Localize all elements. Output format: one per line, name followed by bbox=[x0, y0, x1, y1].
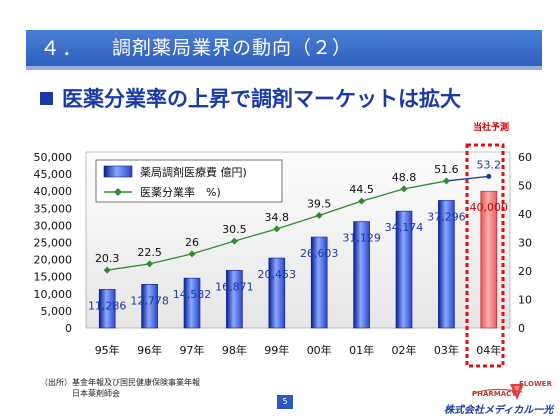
header-underline bbox=[26, 66, 542, 70]
bar bbox=[141, 283, 158, 329]
source-line-1: （出所）基金年報及び国民健康保険事業年報 bbox=[40, 378, 200, 387]
left-axis-tick-label: 20,000 bbox=[34, 254, 73, 267]
line-value-label: 34.8 bbox=[265, 211, 290, 224]
bar-value-label: 26,603 bbox=[300, 247, 339, 260]
x-axis-tick-label: 01年 bbox=[349, 343, 374, 357]
bar bbox=[353, 221, 370, 329]
left-axis-tick-label: 15,000 bbox=[34, 271, 73, 284]
right-axis-tick-label: 40 bbox=[518, 208, 532, 221]
bar-value-label: 20,453 bbox=[258, 268, 297, 281]
bar bbox=[395, 210, 413, 329]
line-point bbox=[188, 250, 196, 258]
line-point bbox=[103, 266, 111, 274]
line-point-forecast bbox=[486, 173, 492, 179]
left-axis-tick-label: 30,000 bbox=[34, 219, 73, 232]
line-value-label: 20.3 bbox=[95, 252, 120, 265]
x-axis-tick-label: 04年 bbox=[476, 343, 501, 357]
left-axis-tick-label: 40,000 bbox=[34, 185, 73, 198]
right-axis-tick-label: 10 bbox=[518, 294, 532, 307]
bar-value-label: 34,174 bbox=[385, 221, 424, 234]
right-axis-tick-label: 20 bbox=[518, 265, 532, 278]
line-value-label: 30.5 bbox=[222, 223, 247, 236]
legend-diamond-icon bbox=[114, 188, 122, 196]
bar-value-label: 14,582 bbox=[173, 288, 212, 301]
x-axis-tick-label: 00年 bbox=[307, 343, 332, 357]
bar bbox=[438, 200, 455, 329]
right-axis-tick-label: 0 bbox=[518, 322, 525, 335]
x-axis-tick-label: 99年 bbox=[264, 343, 289, 357]
bar-value-label: 12,778 bbox=[130, 294, 169, 307]
bar bbox=[226, 270, 243, 329]
bar bbox=[268, 257, 286, 329]
line-value-label: 53.2 bbox=[477, 158, 502, 171]
bar-forecast bbox=[480, 190, 498, 329]
line-value-label: 39.5 bbox=[307, 197, 332, 210]
line-value-label: 22.5 bbox=[137, 246, 162, 259]
line-value-label: 44.5 bbox=[349, 183, 374, 196]
bar bbox=[183, 277, 201, 329]
left-axis-tick-label: 50,000 bbox=[34, 151, 73, 164]
line-value-label: 26 bbox=[185, 236, 199, 249]
left-axis-tick-label: 35,000 bbox=[34, 202, 73, 215]
x-axis-tick-label: 97年 bbox=[180, 343, 205, 357]
x-axis-tick-label: 98年 bbox=[222, 343, 247, 357]
line-point bbox=[400, 185, 408, 193]
source-line-2: 日本薬剤師会 bbox=[72, 389, 120, 398]
right-axis-tick-label: 30 bbox=[518, 237, 532, 250]
left-axis-tick-label: 0 bbox=[65, 322, 72, 335]
line-point bbox=[358, 197, 366, 205]
x-axis-tick-label: 96年 bbox=[137, 343, 162, 357]
legend-bar-swatch bbox=[103, 165, 133, 178]
chart-legend: 薬局調剤医療費 億円) 医薬分業率 %) bbox=[95, 159, 283, 203]
forecast-label: 当社予測 bbox=[473, 123, 510, 133]
logo-pharmacy-text: PHARMACY bbox=[472, 390, 517, 398]
line-series-forecast bbox=[446, 175, 489, 182]
left-axis-tick-label: 45,000 bbox=[34, 168, 73, 181]
right-axis-tick-label: 50 bbox=[518, 180, 532, 193]
x-axis-tick-label: 02年 bbox=[392, 343, 417, 357]
source-note: （出所）基金年報及び国民健康保険事業年報 日本薬剤師会 bbox=[40, 377, 200, 399]
slide-subtitle: 医薬分業率の上昇で調剤マーケットは拡大 bbox=[62, 87, 461, 111]
bar bbox=[98, 289, 116, 329]
logo-flower-text: FLOWER bbox=[519, 380, 552, 388]
right-axis-tick-label: 60 bbox=[518, 151, 532, 164]
legend-bar-label: 薬局調剤医療費 億円) bbox=[140, 165, 247, 179]
left-axis-tick-label: 5,000 bbox=[41, 305, 73, 318]
forecast-highlight-box bbox=[465, 143, 505, 368]
section-number: ４． bbox=[40, 36, 84, 60]
line-point bbox=[146, 260, 154, 268]
x-axis-tick-label: 03年 bbox=[434, 343, 459, 357]
section-title: 調剤薬局業界の動向（２） bbox=[112, 37, 353, 59]
company-logo-icon bbox=[471, 384, 524, 400]
line-value-label: 48.8 bbox=[392, 171, 417, 184]
page-number: 5 bbox=[277, 395, 293, 409]
bar-value-label: 16,871 bbox=[215, 280, 254, 293]
header-bar bbox=[26, 30, 542, 66]
line-point bbox=[315, 211, 323, 219]
legend-line-label: 医薬分業率 %) bbox=[140, 185, 221, 199]
bullet-square-icon bbox=[40, 92, 53, 105]
x-axis-tick-label: 95年 bbox=[95, 343, 120, 357]
line-point bbox=[230, 237, 238, 245]
bar-value-label: 40,000 bbox=[470, 201, 509, 214]
line-point bbox=[442, 177, 450, 185]
bar bbox=[310, 236, 328, 329]
left-axis-tick-label: 25,000 bbox=[34, 237, 73, 250]
line-point bbox=[273, 225, 281, 233]
bar-value-label: 37,296 bbox=[427, 210, 466, 223]
bar-value-label: 31,129 bbox=[342, 232, 381, 245]
left-axis-tick-label: 10,000 bbox=[34, 288, 73, 301]
line-value-label: 51.6 bbox=[434, 163, 459, 176]
logo-company-text: 株式会社メディカル一光 bbox=[444, 405, 554, 416]
bar-value-label: 11,286 bbox=[88, 299, 127, 312]
